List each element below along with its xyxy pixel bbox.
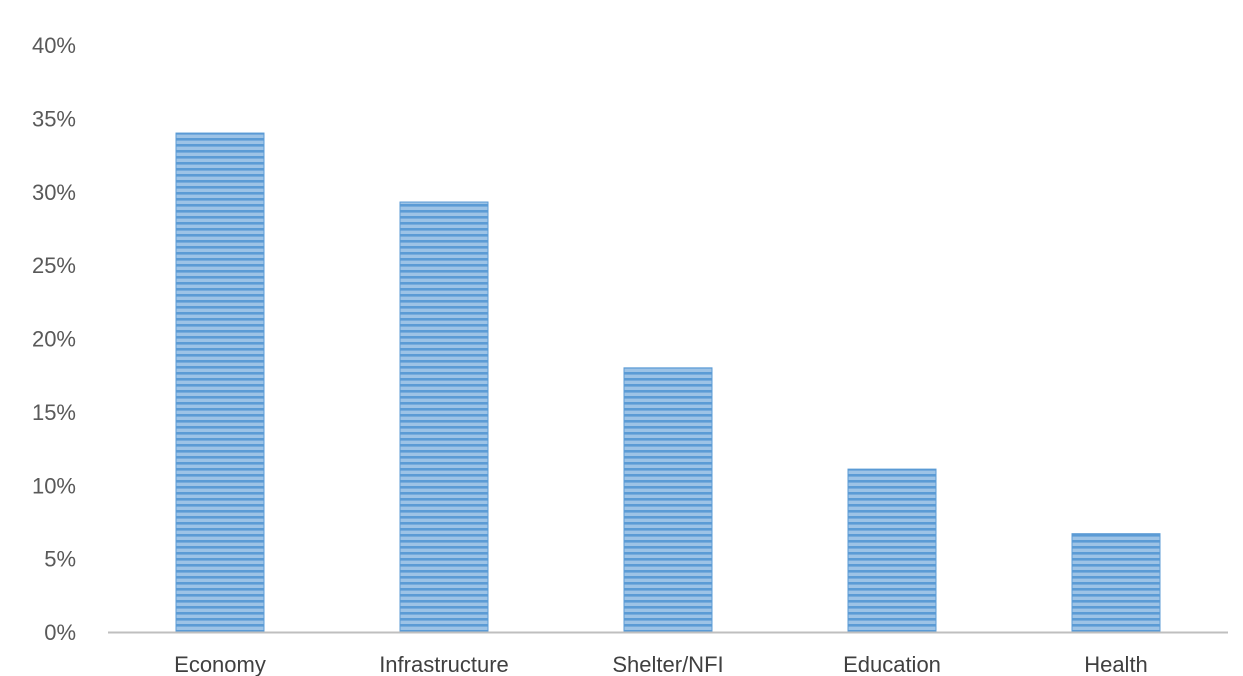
x-tick-label: Education	[843, 652, 941, 676]
y-tick-label: 40%	[32, 33, 76, 58]
bar-series	[175, 132, 1161, 633]
y-tick-label: 20%	[32, 327, 76, 352]
y-tick-label: 5%	[44, 547, 76, 572]
bar-health	[1071, 533, 1161, 633]
y-tick-label: 35%	[32, 106, 76, 131]
y-tick-label: 25%	[32, 253, 76, 278]
x-tick-label: Shelter/NFI	[612, 652, 723, 676]
x-tick-label: Infrastructure	[379, 652, 509, 676]
bar-infrastructure	[399, 201, 489, 633]
y-tick-label: 30%	[32, 180, 76, 205]
y-axis: 0% 5% 10% 15% 20% 25% 30% 35% 40%	[32, 33, 76, 645]
bar-shelter-nfi	[623, 367, 713, 633]
x-tick-label: Economy	[174, 652, 266, 676]
y-tick-label: 10%	[32, 473, 76, 498]
x-tick-label: Health	[1084, 652, 1148, 676]
y-tick-label: 0%	[44, 620, 76, 645]
bar-economy	[175, 132, 265, 633]
x-axis: Economy Infrastructure Shelter/NFI Educatio…	[174, 652, 1148, 676]
y-tick-label: 15%	[32, 400, 76, 425]
bar-education	[847, 468, 937, 633]
